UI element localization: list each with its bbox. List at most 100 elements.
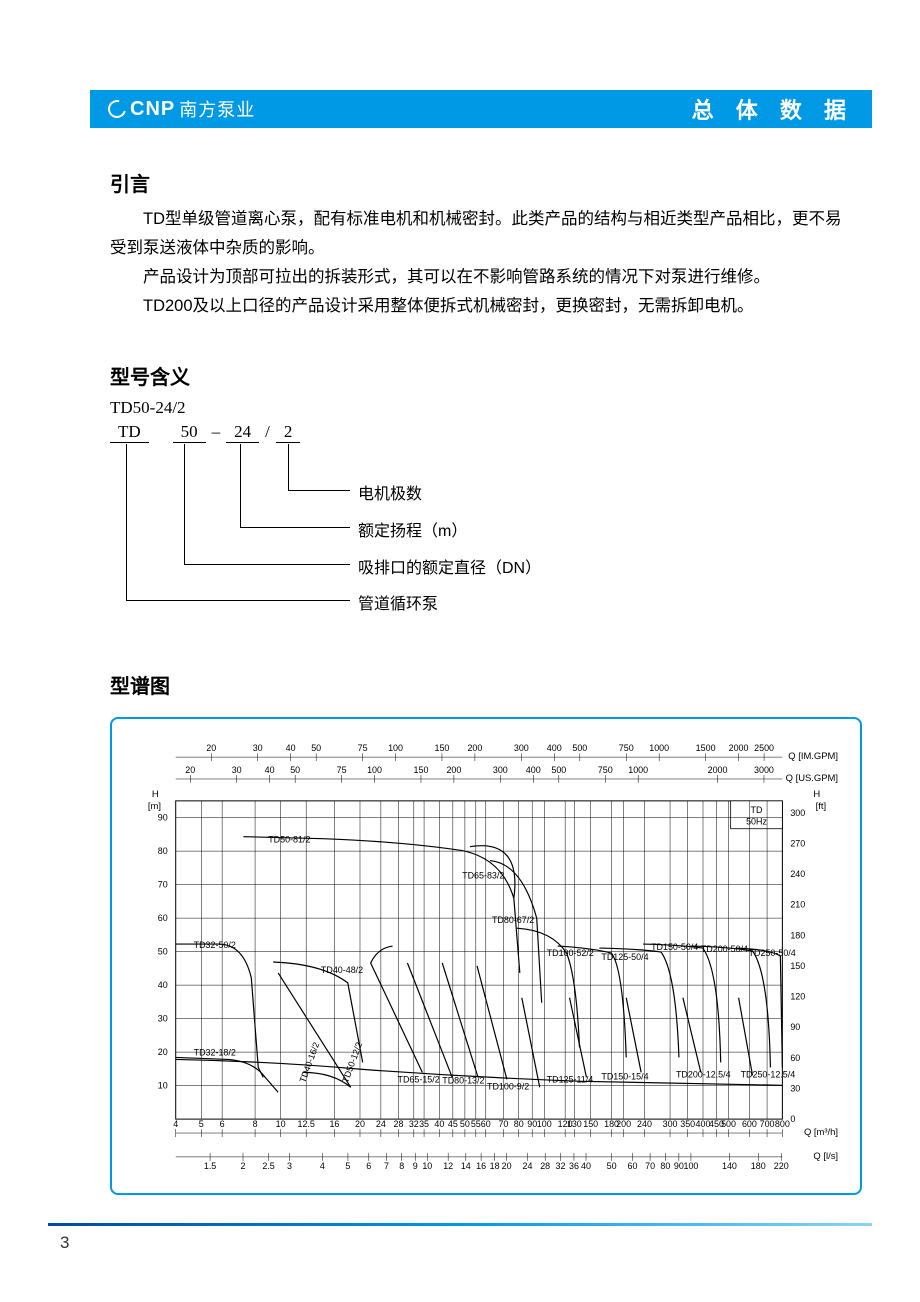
intro-para3: TD200及以上口径的产品设计采用整体便拆式机械密封，更换密封，无需拆卸电机。 (110, 292, 856, 321)
y-left-label: H (152, 788, 159, 799)
svg-text:800: 800 (775, 1119, 790, 1129)
svg-text:200: 200 (446, 765, 461, 775)
svg-text:16: 16 (476, 1160, 486, 1170)
svg-text:400: 400 (526, 765, 541, 775)
svg-text:240: 240 (637, 1119, 652, 1129)
axis-us-gpm: Q [US.GPM] (786, 772, 838, 783)
svg-text:TD150-15/4: TD150-15/4 (601, 1071, 648, 1081)
brand-cn: 南方泵业 (179, 96, 255, 122)
svg-text:6: 6 (366, 1160, 371, 1170)
header-bar: CNP 南方泵业 总 体 数 据 (90, 90, 872, 128)
svg-text:28: 28 (540, 1160, 550, 1170)
intro-para1: TD型单级管道离心泵，配有标准电机和机械密封。此类产品的结构与相近类型产品相比，… (110, 205, 856, 263)
svg-text:40: 40 (158, 980, 168, 990)
brand: CNP 南方泵业 (108, 96, 255, 122)
svg-text:10: 10 (422, 1160, 432, 1170)
svg-text:6: 6 (220, 1119, 225, 1129)
svg-text:45: 45 (448, 1119, 458, 1129)
svg-text:10: 10 (158, 1080, 168, 1090)
y-left-unit: [m] (148, 800, 161, 811)
svg-text:TD150-50/4: TD150-50/4 (651, 942, 698, 952)
svg-text:75: 75 (358, 743, 368, 753)
y-right-unit: [ft] (816, 800, 826, 811)
axis-im-gpm: Q [IM.GPM] (788, 751, 838, 762)
svg-text:9: 9 (413, 1160, 418, 1170)
spectrum-section: 型谱图 203040507510015020030040050075010001… (110, 670, 856, 1195)
svg-text:1500: 1500 (696, 743, 716, 753)
svg-text:50: 50 (607, 1160, 617, 1170)
svg-text:TD65-15/2: TD65-15/2 (397, 1074, 439, 1084)
svg-text:32: 32 (555, 1160, 565, 1170)
performance-chart-box: 2030405075100150200300400500750100015002… (110, 717, 862, 1195)
svg-text:90: 90 (674, 1160, 684, 1170)
svg-text:200: 200 (616, 1119, 631, 1129)
svg-text:750: 750 (619, 743, 634, 753)
svg-text:60: 60 (627, 1160, 637, 1170)
svg-text:50: 50 (460, 1119, 470, 1129)
model-label-type: 管道循环泵 (358, 590, 438, 614)
axis-ls: Q [l/s] (813, 1150, 838, 1161)
svg-text:TD65-83/2: TD65-83/2 (462, 870, 504, 880)
svg-text:50: 50 (311, 743, 321, 753)
svg-text:5: 5 (345, 1160, 350, 1170)
svg-text:TD40-48/2: TD40-48/2 (321, 964, 363, 974)
svg-text:1000: 1000 (628, 765, 648, 775)
svg-text:300: 300 (663, 1119, 678, 1129)
svg-text:28: 28 (394, 1119, 404, 1129)
svg-text:40: 40 (265, 765, 275, 775)
brand-en: CNP (130, 98, 175, 121)
svg-text:75: 75 (337, 765, 347, 775)
svg-text:20: 20 (206, 743, 216, 753)
svg-text:30: 30 (790, 1083, 800, 1093)
svg-text:2000: 2000 (729, 743, 749, 753)
svg-text:14: 14 (461, 1160, 471, 1170)
svg-text:2: 2 (241, 1160, 246, 1170)
svg-text:7: 7 (384, 1160, 389, 1170)
model-label-head: 额定扬程（m） (358, 517, 467, 541)
svg-text:150: 150 (434, 743, 449, 753)
svg-text:20: 20 (158, 1047, 168, 1057)
svg-text:TD80-13/2: TD80-13/2 (442, 1075, 484, 1085)
svg-text:60: 60 (481, 1119, 491, 1129)
model-sep-slash: / (259, 422, 276, 443)
svg-text:300: 300 (493, 765, 508, 775)
svg-text:24: 24 (523, 1160, 533, 1170)
axis-m3h: Q [m³/h] (804, 1127, 838, 1138)
svg-text:TD100-52/2: TD100-52/2 (547, 948, 594, 958)
svg-text:5: 5 (199, 1119, 204, 1129)
svg-text:350: 350 (680, 1119, 695, 1129)
header-title: 总 体 数 据 (692, 93, 854, 125)
svg-text:TD250-12.5/4: TD250-12.5/4 (741, 1069, 796, 1079)
svg-text:16: 16 (329, 1119, 339, 1129)
page-number: 3 (60, 1233, 69, 1253)
performance-chart: 2030405075100150200300400500750100015002… (124, 739, 848, 1177)
model-title: 型号含义 (110, 361, 856, 390)
svg-text:70: 70 (498, 1119, 508, 1129)
svg-text:240: 240 (790, 869, 805, 879)
svg-text:18: 18 (490, 1160, 500, 1170)
model-label-dn: 吸排口的额定直径（DN） (358, 554, 541, 578)
svg-text:1000: 1000 (649, 743, 669, 753)
y-right-label: H (813, 788, 820, 799)
svg-text:150: 150 (790, 960, 805, 970)
svg-text:90: 90 (527, 1119, 537, 1129)
svg-text:80: 80 (158, 846, 168, 856)
svg-text:20: 20 (502, 1160, 512, 1170)
svg-text:36: 36 (569, 1160, 579, 1170)
svg-text:180: 180 (790, 930, 805, 940)
model-diagram: TD 50 – 24 / 2 电机极数 额定扬程（m） 吸排口的额定直径（DN）… (110, 422, 856, 622)
svg-text:3: 3 (287, 1160, 292, 1170)
svg-text:210: 210 (790, 899, 805, 909)
svg-text:20: 20 (355, 1119, 365, 1129)
svg-text:2000: 2000 (708, 765, 728, 775)
model-parts: TD 50 – 24 / 2 (110, 422, 300, 443)
svg-text:TD32-18/2: TD32-18/2 (194, 1047, 236, 1057)
svg-text:150: 150 (414, 765, 429, 775)
svg-text:50: 50 (290, 765, 300, 775)
svg-text:500: 500 (551, 765, 566, 775)
svg-text:40: 40 (434, 1119, 444, 1129)
model-part-50: 50 (173, 422, 206, 443)
svg-text:80: 80 (660, 1160, 670, 1170)
svg-text:TD100-9/2: TD100-9/2 (487, 1081, 529, 1091)
svg-text:300: 300 (790, 807, 805, 817)
